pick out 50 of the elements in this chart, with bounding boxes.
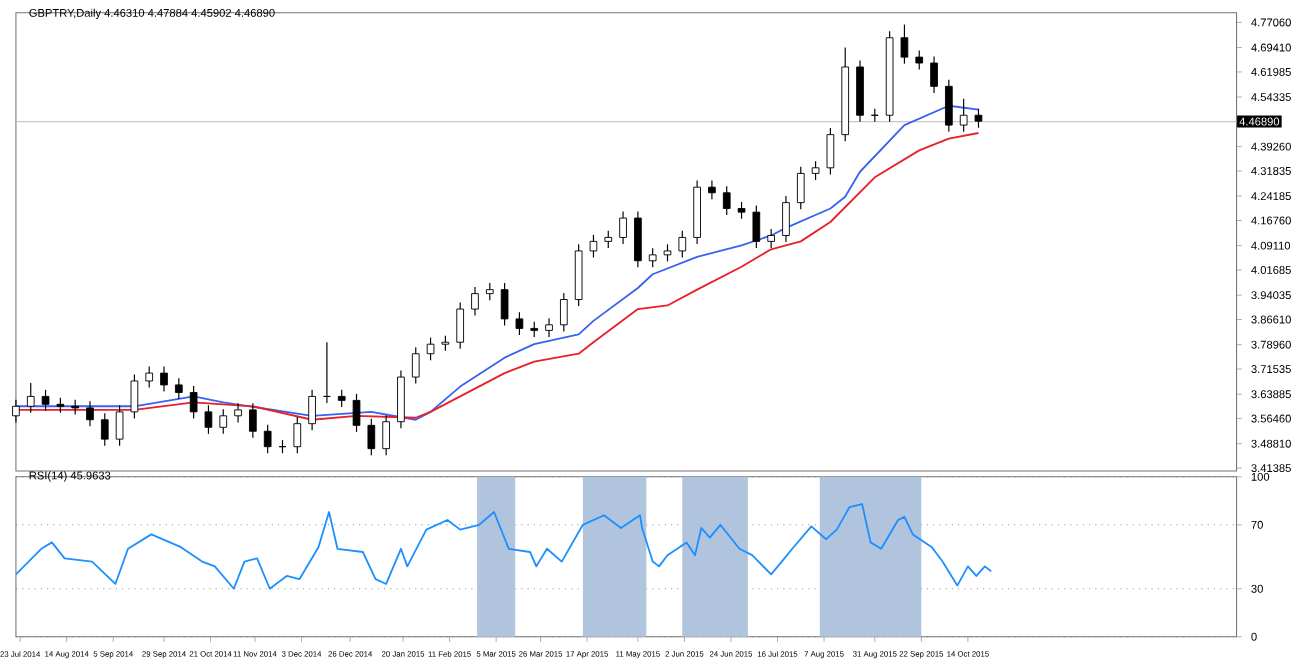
candlestick	[900, 23, 909, 64]
candlestick	[915, 49, 924, 70]
candlestick	[174, 377, 183, 400]
candlestick	[456, 301, 465, 349]
candlestick	[974, 107, 983, 128]
candlestick	[930, 55, 938, 94]
candlestick	[722, 185, 731, 216]
candlestick	[959, 97, 968, 132]
candlestick	[767, 227, 775, 249]
candlestick	[796, 165, 805, 210]
candlestick	[160, 365, 168, 392]
candlestick	[234, 402, 242, 423]
candlestick	[249, 402, 257, 438]
candlestick	[634, 210, 642, 268]
candlestick	[367, 417, 376, 456]
candlestick	[945, 78, 953, 132]
candlestick	[826, 127, 835, 175]
candlestick	[782, 195, 790, 243]
candlestick	[308, 388, 316, 431]
candlestick	[189, 384, 198, 419]
line-series	[15, 502, 993, 590]
candlestick	[145, 365, 154, 388]
candlestick	[648, 247, 657, 268]
candlestick	[26, 381, 35, 414]
candlestick	[204, 404, 213, 435]
candlestick	[397, 369, 405, 429]
candlestick	[41, 388, 50, 412]
candlestick	[115, 404, 124, 446]
candlestick	[589, 233, 598, 258]
candlestick	[426, 336, 435, 361]
candlestick	[708, 179, 716, 200]
candlestick	[352, 392, 361, 433]
candlestick	[293, 416, 302, 454]
candlestick	[515, 311, 524, 336]
candlestick	[545, 317, 553, 338]
candlestick	[559, 291, 568, 332]
candlestick	[219, 408, 228, 435]
candlestick	[619, 210, 627, 245]
candlestick	[411, 346, 420, 384]
candlestick	[86, 400, 94, 427]
candlestick	[12, 398, 20, 423]
candlestick	[263, 423, 272, 454]
candlestick	[100, 412, 109, 446]
candlestick	[130, 373, 139, 419]
candlestick	[471, 286, 479, 316]
candlestick	[752, 204, 761, 249]
candlestick	[678, 229, 687, 258]
candlestick	[811, 160, 820, 181]
candlestick	[500, 282, 509, 326]
candlestick	[382, 414, 390, 456]
